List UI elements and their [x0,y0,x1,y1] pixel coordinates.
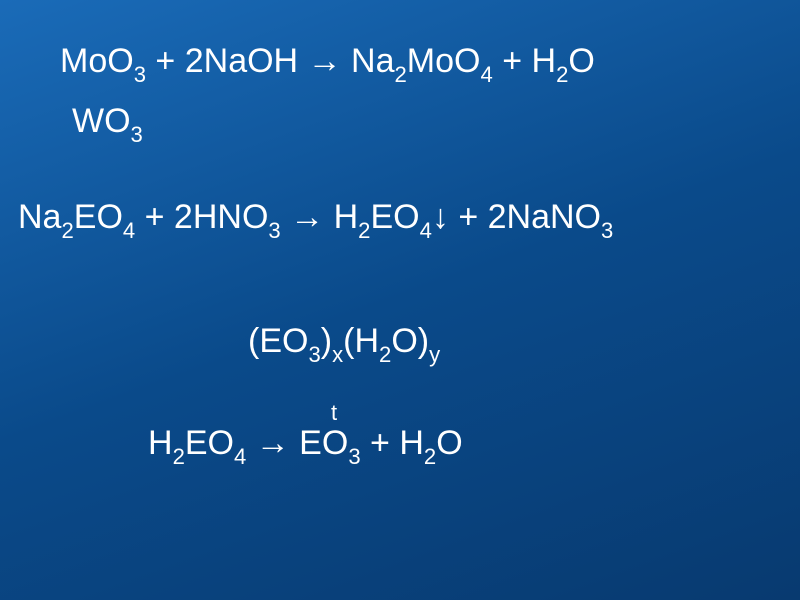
equation-eq1b: WO3 [72,102,143,146]
precipitate-arrow-icon: ↓ [432,198,449,237]
subscript: x [332,342,343,367]
subscript: 4 [480,62,492,87]
formula-text: MoO [407,42,481,80]
formula-text [246,424,255,462]
formula-text: H [148,424,173,462]
formula-text: EO [290,424,349,462]
subscript: 4 [234,444,246,469]
formula-text: EO [185,424,234,462]
formula-text: + H [493,42,556,80]
subscript: 2 [556,62,568,87]
subscript: 2 [394,62,406,87]
formula-text: (H [343,322,379,360]
subscript: 3 [131,122,143,147]
formula-text: O [568,42,594,80]
formula-text: WO [72,102,131,140]
formula-text: H [324,198,358,236]
formula-text: O [436,424,462,462]
formula-text: Na [18,198,61,236]
subscript: 4 [123,218,135,243]
formula-text: + H [361,424,424,462]
subscript: y [429,342,440,367]
subscript: 2 [61,218,73,243]
formula-text: Na [342,42,395,80]
formula-text [281,198,290,236]
equation-eq4sup: t [331,400,337,426]
subscript: 3 [601,218,613,243]
formula-text: + 2NaOH [146,42,308,80]
subscript: 2 [173,444,185,469]
formula-text: + 2NaNO [449,198,601,236]
formula-text: t [331,400,337,425]
subscript: 3 [268,218,280,243]
subscript: 2 [358,218,370,243]
subscript: 2 [379,342,391,367]
equation-eq3: (EO3)x(H2O)y [248,322,440,366]
formula-text: (EO [248,322,308,360]
formula-text: + 2HNO [135,198,268,236]
subscript: 2 [424,444,436,469]
subscript: 4 [420,218,432,243]
subscript: 3 [134,62,146,87]
reaction-arrow-icon: → [290,198,324,237]
reaction-arrow-icon: → [308,42,342,81]
equation-eq1: MoO3 + 2NaOH → Na2MoO4 + H2O [60,42,595,86]
formula-text: MoO [60,42,134,80]
subscript: 3 [308,342,320,367]
formula-text: ) [321,322,332,360]
formula-text: EO [74,198,123,236]
formula-text: EO [370,198,419,236]
equation-eq4: H2EO4 → EO3 + H2O [148,424,463,468]
reaction-arrow-icon: → [256,424,290,463]
subscript: 3 [348,444,360,469]
formula-text: O) [391,322,429,360]
equation-eq2: Na2EO4 + 2HNO3 → H2EO4↓ + 2NaNO3 [18,198,613,242]
